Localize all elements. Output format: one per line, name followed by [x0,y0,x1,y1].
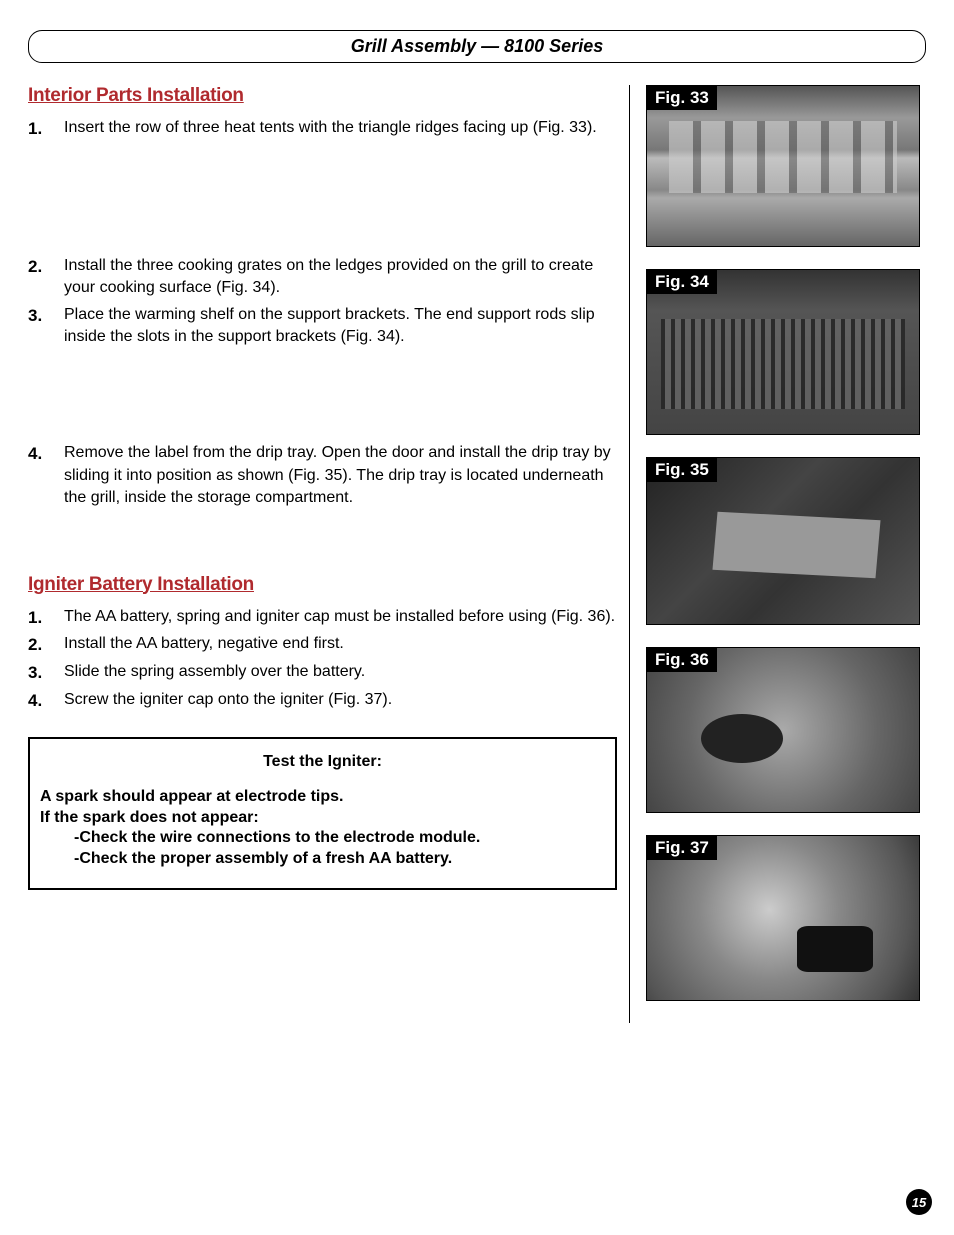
figure-34: Fig. 34 [646,269,920,435]
page-header: Grill Assembly — 8100 Series [28,30,926,63]
step-item: 1. The AA battery, spring and igniter ca… [28,606,617,630]
step-text: The AA battery, spring and igniter cap m… [64,606,617,630]
step-text: Install the three cooking grates on the … [64,255,617,300]
figure-label: Fig. 33 [647,86,717,110]
step-number: 1. [28,606,64,630]
step-item: 4. Remove the label from the drip tray. … [28,442,617,509]
right-column: Fig. 33 Fig. 34 Fig. 35 Fig. 36 Fig. 37 [646,85,926,1023]
figure-36: Fig. 36 [646,647,920,813]
figure-label: Fig. 35 [647,458,717,482]
step-text: Insert the row of three heat tents with … [64,117,617,141]
step-number: 2. [28,633,64,657]
step-text: Slide the spring assembly over the batte… [64,661,617,685]
figure-photo [647,270,919,434]
figure-photo [647,86,919,246]
figure-photo [647,648,919,812]
infobox-title: Test the Igniter: [40,753,605,771]
step-number: 4. [28,442,64,509]
content-wrapper: Interior Parts Installation 1. Insert th… [28,85,926,1023]
igniter-heading: Igniter Battery Installation [28,574,617,596]
infobox-line: If the spark does not appear: [40,808,605,829]
figure-label: Fig. 36 [647,648,717,672]
step-item: 2. Install the three cooking grates on t… [28,255,617,300]
figure-37: Fig. 37 [646,835,920,1001]
step-number: 3. [28,304,64,349]
left-column: Interior Parts Installation 1. Insert th… [28,85,630,1023]
infobox-line: A spark should appear at electrode tips. [40,787,605,808]
step-number: 2. [28,255,64,300]
page-number: 15 [912,1195,926,1210]
figure-photo [647,458,919,624]
step-number: 1. [28,117,64,141]
step-item: 3. Slide the spring assembly over the ba… [28,661,617,685]
interior-section: Interior Parts Installation 1. Insert th… [28,85,617,510]
infobox-indent: -Check the proper assembly of a fresh AA… [40,849,605,870]
figure-photo [647,836,919,1000]
step-item: 4. Screw the igniter cap onto the ignite… [28,689,617,713]
step-item: 1. Insert the row of three heat tents wi… [28,117,617,141]
interior-heading: Interior Parts Installation [28,85,617,107]
page-number-badge: 15 [906,1189,932,1215]
figure-33: Fig. 33 [646,85,920,247]
infobox-indent: -Check the wire connections to the elect… [40,828,605,849]
step-text: Place the warming shelf on the support b… [64,304,617,349]
interior-steps-2: 2. Install the three cooking grates on t… [28,255,617,349]
step-number: 4. [28,689,64,713]
figure-35: Fig. 35 [646,457,920,625]
test-igniter-box: Test the Igniter: A spark should appear … [28,737,617,890]
step-number: 3. [28,661,64,685]
figure-label: Fig. 37 [647,836,717,860]
header-title: Grill Assembly — 8100 Series [351,36,603,56]
igniter-section: Igniter Battery Installation 1. The AA b… [28,574,617,713]
interior-steps: 1. Insert the row of three heat tents wi… [28,117,617,141]
igniter-steps: 1. The AA battery, spring and igniter ca… [28,606,617,713]
step-item: 2. Install the AA battery, negative end … [28,633,617,657]
interior-steps-3: 4. Remove the label from the drip tray. … [28,442,617,509]
figure-label: Fig. 34 [647,270,717,294]
step-text: Screw the igniter cap onto the igniter (… [64,689,617,713]
step-text: Install the AA battery, negative end fir… [64,633,617,657]
step-text: Remove the label from the drip tray. Ope… [64,442,617,509]
step-item: 3. Place the warming shelf on the suppor… [28,304,617,349]
